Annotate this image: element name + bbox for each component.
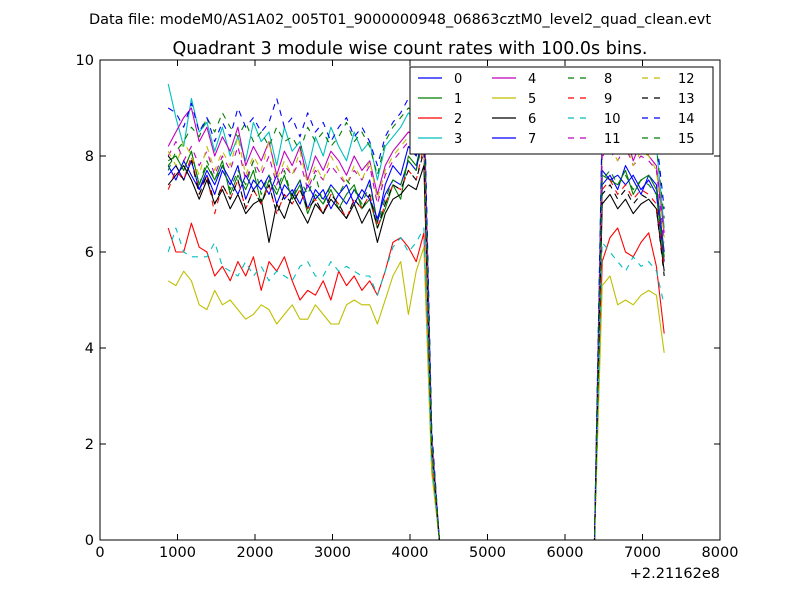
legend-label-9: 9 <box>604 92 612 107</box>
legend-label-14: 14 <box>678 112 695 127</box>
x-tick-label: 7000 <box>624 545 661 561</box>
series-line-1 <box>167 131 665 540</box>
x-tick-label: 2000 <box>237 545 274 561</box>
x-tick-label: 3000 <box>314 545 351 561</box>
legend-label-10: 10 <box>604 112 621 127</box>
legend-label-8: 8 <box>604 72 612 87</box>
legend-label-0: 0 <box>454 72 462 87</box>
series-line-12 <box>167 117 665 540</box>
legend-label-11: 11 <box>604 132 621 147</box>
legend-label-5: 5 <box>528 92 536 107</box>
y-tick-label: 10 <box>76 53 94 69</box>
x-tick-label: 0 <box>95 545 104 561</box>
x-axis-offset-label: +2.21162e8 <box>630 566 720 582</box>
legend-label-7: 7 <box>528 132 536 147</box>
x-tick-label: 1000 <box>159 545 196 561</box>
x-tick-label: 8000 <box>702 545 739 561</box>
figure-suptitle: Data file: modeM0/AS1A02_005T01_90000009… <box>89 12 711 28</box>
legend-label-1: 1 <box>454 92 462 107</box>
y-tick-label: 2 <box>85 437 94 453</box>
series-line-10 <box>167 227 665 540</box>
series-line-14 <box>167 83 665 540</box>
legend-label-6: 6 <box>528 112 536 127</box>
x-tick-label: 5000 <box>469 545 506 561</box>
series-line-5 <box>167 246 665 540</box>
legend-label-13: 13 <box>678 92 695 107</box>
y-tick-label: 4 <box>85 341 94 357</box>
series-line-4 <box>167 107 665 540</box>
legend-label-15: 15 <box>678 132 695 147</box>
x-tick-label: 4000 <box>392 545 429 561</box>
y-tick-label: 8 <box>85 149 94 165</box>
y-tick-label: 6 <box>85 245 94 261</box>
legend-label-12: 12 <box>678 72 695 87</box>
x-axis: 0 1000 2000 3000 4000 5000 6000 7000 8000 <box>95 60 738 561</box>
legend-box <box>409 66 714 155</box>
series-line-2 <box>167 222 665 540</box>
series-line-13 <box>167 150 665 540</box>
legend-label-4: 4 <box>528 72 536 87</box>
legend-label-2: 2 <box>454 112 462 127</box>
legend-label-3: 3 <box>454 132 462 147</box>
chart-title: Quadrant 3 module wise count rates with … <box>173 39 648 59</box>
series-line-6 <box>167 165 665 540</box>
series-line-0 <box>167 117 665 540</box>
y-tick-label: 0 <box>85 533 94 549</box>
x-tick-label: 6000 <box>547 545 584 561</box>
series-line-15 <box>167 136 665 540</box>
